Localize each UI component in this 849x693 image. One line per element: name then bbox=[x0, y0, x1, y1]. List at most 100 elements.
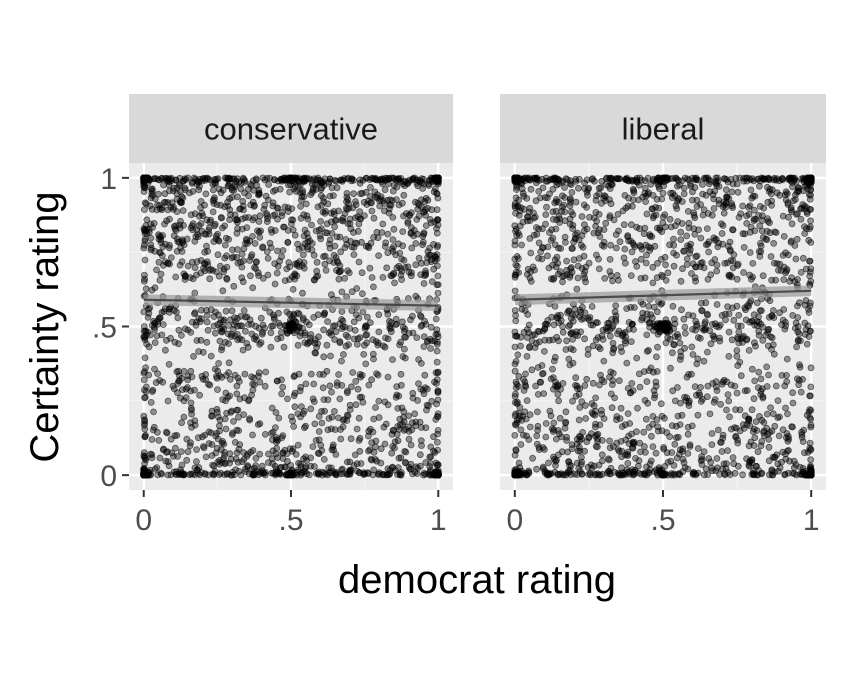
data-point bbox=[680, 247, 688, 255]
data-point bbox=[355, 220, 363, 228]
data-point bbox=[236, 322, 244, 330]
data-point bbox=[434, 272, 442, 280]
x-tick-label: .5 bbox=[650, 504, 675, 537]
data-point bbox=[782, 404, 789, 412]
data-point bbox=[140, 271, 148, 279]
data-point bbox=[202, 371, 210, 378]
data-point bbox=[356, 447, 364, 455]
data-point bbox=[782, 188, 790, 196]
data-point bbox=[679, 265, 686, 273]
data-point bbox=[181, 272, 189, 280]
data-point bbox=[720, 209, 728, 217]
data-point bbox=[230, 282, 238, 290]
data-point bbox=[789, 389, 796, 397]
data-point bbox=[283, 450, 291, 458]
data-point bbox=[768, 312, 776, 319]
data-point bbox=[301, 339, 309, 347]
data-point bbox=[702, 191, 710, 199]
data-point bbox=[704, 210, 712, 217]
data-point bbox=[412, 240, 420, 247]
data-point bbox=[386, 201, 394, 209]
data-point bbox=[294, 240, 302, 248]
data-point bbox=[668, 422, 676, 430]
data-point bbox=[572, 234, 579, 242]
data-point bbox=[776, 413, 783, 421]
data-point bbox=[147, 246, 155, 254]
data-point bbox=[704, 240, 712, 248]
data-point bbox=[219, 287, 227, 295]
data-point bbox=[711, 335, 718, 343]
data-point bbox=[289, 285, 297, 293]
data-point bbox=[627, 237, 635, 245]
data-point bbox=[381, 243, 389, 250]
data-point bbox=[220, 268, 228, 276]
data-point bbox=[266, 239, 274, 247]
data-point bbox=[259, 328, 267, 336]
data-point bbox=[237, 471, 245, 479]
data-point bbox=[309, 443, 317, 451]
data-point bbox=[408, 426, 416, 434]
data-point bbox=[236, 335, 244, 343]
data-point bbox=[425, 251, 433, 259]
data-point bbox=[745, 203, 752, 211]
data-point bbox=[301, 176, 309, 184]
data-point bbox=[648, 432, 655, 440]
point-layer bbox=[140, 174, 442, 479]
data-point bbox=[526, 343, 533, 351]
data-point bbox=[643, 347, 651, 355]
data-point bbox=[409, 389, 417, 397]
data-point bbox=[525, 321, 533, 329]
data-point bbox=[515, 409, 523, 417]
data-point bbox=[615, 377, 623, 385]
data-point bbox=[670, 235, 677, 243]
data-point bbox=[739, 230, 747, 238]
data-point bbox=[515, 269, 522, 277]
data-point bbox=[631, 304, 638, 311]
data-point bbox=[639, 309, 647, 317]
facet-strip-label: liberal bbox=[622, 112, 705, 147]
data-point bbox=[676, 421, 684, 429]
data-point bbox=[721, 259, 729, 267]
data-point bbox=[768, 334, 776, 342]
data-point bbox=[338, 357, 345, 365]
data-point bbox=[373, 228, 381, 236]
data-point bbox=[639, 300, 647, 308]
data-point bbox=[392, 315, 400, 323]
data-point bbox=[350, 335, 358, 343]
data-point bbox=[294, 441, 302, 449]
data-point bbox=[368, 207, 376, 215]
data-point bbox=[765, 443, 773, 451]
data-point bbox=[314, 311, 322, 319]
data-point bbox=[572, 198, 580, 206]
data-point bbox=[396, 471, 404, 479]
data-point bbox=[197, 256, 205, 264]
data-point bbox=[512, 209, 519, 217]
data-point bbox=[372, 174, 379, 182]
data-point bbox=[350, 318, 358, 326]
data-point bbox=[356, 393, 364, 401]
data-point bbox=[375, 470, 383, 478]
data-point bbox=[313, 258, 321, 266]
data-point bbox=[791, 470, 798, 478]
data-point bbox=[534, 364, 542, 371]
data-point bbox=[317, 192, 325, 200]
data-point bbox=[422, 424, 430, 432]
data-point bbox=[391, 279, 398, 287]
data-point bbox=[786, 457, 793, 465]
data-point bbox=[209, 208, 217, 216]
data-point bbox=[717, 400, 724, 408]
data-point bbox=[547, 412, 555, 420]
data-point bbox=[315, 428, 323, 435]
data-point bbox=[527, 185, 535, 193]
data-point bbox=[757, 242, 765, 250]
data-point bbox=[200, 444, 208, 452]
data-point bbox=[724, 303, 731, 311]
data-point bbox=[734, 188, 742, 196]
data-point bbox=[206, 381, 214, 389]
data-point bbox=[725, 328, 733, 336]
data-point bbox=[522, 370, 529, 378]
data-point bbox=[723, 194, 731, 202]
data-point bbox=[658, 195, 666, 203]
data-point bbox=[797, 215, 805, 223]
